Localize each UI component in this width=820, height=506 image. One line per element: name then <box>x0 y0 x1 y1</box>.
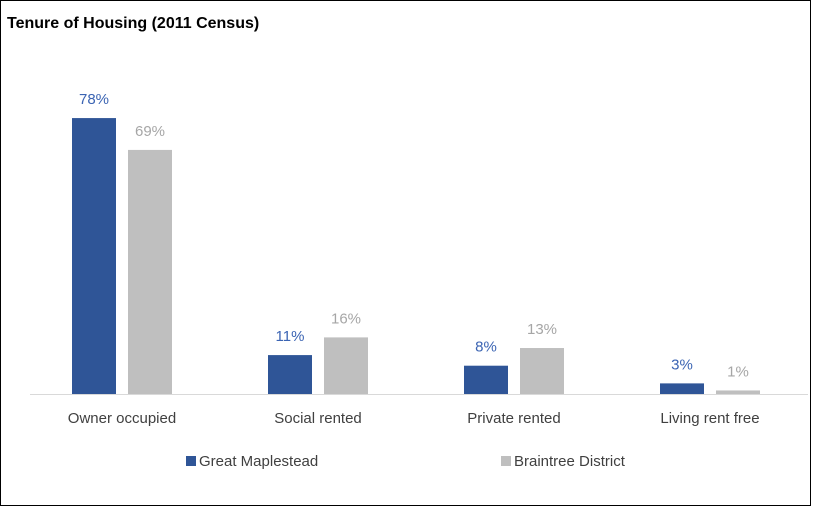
x-tick-label: Living rent free <box>660 410 759 427</box>
data-label: 69% <box>135 123 165 140</box>
legend-swatch <box>186 456 196 466</box>
data-label: 11% <box>276 328 305 345</box>
data-label: 16% <box>331 310 361 327</box>
x-tick-label: Social rented <box>274 410 362 427</box>
chart-title: Tenure of Housing (2011 Census) <box>7 15 259 32</box>
bar <box>72 118 116 394</box>
data-label: 8% <box>475 339 497 356</box>
x-tick-label: Private rented <box>467 410 560 427</box>
bar <box>324 337 368 394</box>
bar <box>128 149 172 394</box>
bar <box>464 365 508 394</box>
data-label: 78% <box>79 91 109 108</box>
data-label: 13% <box>527 321 557 338</box>
bar <box>660 383 704 394</box>
data-label: 3% <box>671 356 693 373</box>
legend-label: Braintree District <box>514 453 626 470</box>
data-label: 1% <box>727 363 749 380</box>
bar <box>520 348 564 394</box>
bar <box>268 355 312 394</box>
legend-swatch <box>501 456 511 466</box>
bar <box>716 390 760 394</box>
legend-label: Great Maplestead <box>199 453 318 470</box>
x-tick-label: Owner occupied <box>68 410 176 427</box>
